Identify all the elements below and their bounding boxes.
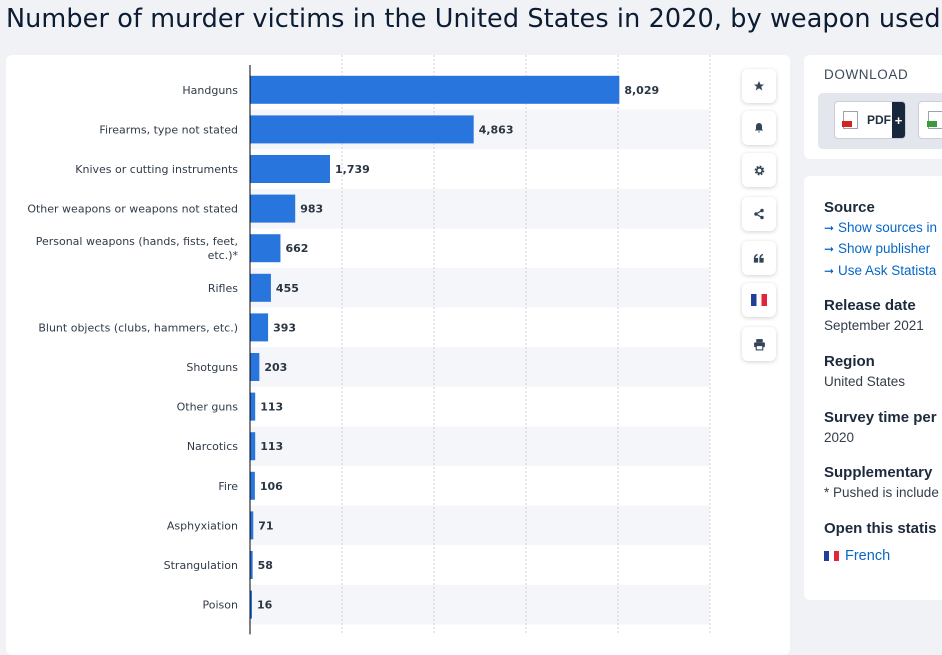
bar <box>250 155 330 183</box>
category-label: Strangulation <box>164 559 238 572</box>
category-label: Other guns <box>177 401 239 414</box>
bar-chart: Handguns 8,029 Firearms, type not stated 4,… <box>27 55 711 635</box>
pdf-download-button[interactable]: PDF + <box>834 101 906 139</box>
bar <box>250 353 260 381</box>
value-label: 16 <box>257 599 273 612</box>
pdf-file-icon <box>842 111 858 129</box>
supplementary-heading: Supplementary <box>824 464 933 481</box>
bar <box>250 551 253 579</box>
download-title: DOWNLOAD <box>824 67 909 82</box>
ask-statista-link[interactable]: ➞ Use Ask Statista <box>824 263 937 278</box>
bar <box>250 511 254 540</box>
row-band <box>250 505 710 546</box>
star-button[interactable] <box>742 69 776 103</box>
arrow-right-icon: ➞ <box>824 221 835 235</box>
value-label: 1,739 <box>335 163 370 176</box>
category-label: Poison <box>203 599 238 612</box>
category-label: Knives or cutting instruments <box>75 163 238 176</box>
pdf-plus-button[interactable]: + <box>892 102 905 138</box>
value-label: 662 <box>285 242 308 255</box>
pdf-label: PDF <box>867 113 891 127</box>
bar <box>250 432 256 461</box>
print-button[interactable] <box>742 327 776 361</box>
quote-icon <box>753 253 764 263</box>
row-band <box>250 188 710 229</box>
bar <box>250 115 474 144</box>
category-label: Personal weapons (hands, fists, feet, etc… <box>36 235 239 262</box>
notification-button[interactable] <box>742 111 776 145</box>
arrow-right-icon: ➞ <box>824 264 835 278</box>
value-label: 4,863 <box>479 123 514 136</box>
bar <box>250 313 269 342</box>
release-date-value: September 2021 <box>824 318 924 333</box>
bar <box>250 75 620 104</box>
print-icon <box>753 338 765 350</box>
bar <box>250 471 255 500</box>
gear-icon <box>754 165 764 175</box>
category-label: Fire <box>218 480 238 493</box>
row-band <box>250 584 710 625</box>
category-label: Handguns <box>182 84 238 97</box>
row-band <box>250 426 710 466</box>
info-card: Source ➞ Show sources in ➞ Show publisher … <box>804 176 942 600</box>
row-band <box>250 347 710 387</box>
show-publisher-link[interactable]: ➞ Show publisher <box>824 241 931 256</box>
category-label: Asphyxiation <box>167 519 238 532</box>
bar <box>250 273 271 302</box>
value-label: 455 <box>276 282 299 295</box>
download-card: DOWNLOAD PDF + <box>804 55 942 159</box>
bell-icon <box>755 123 763 133</box>
settings-button[interactable] <box>742 153 776 187</box>
value-label: 393 <box>273 321 296 334</box>
category-label: Shotguns <box>186 361 238 374</box>
value-label: 8,029 <box>624 84 659 97</box>
survey-period-heading: Survey time per <box>824 409 937 426</box>
value-label: 58 <box>258 559 273 572</box>
category-label: Narcotics <box>187 440 238 453</box>
open-french-link[interactable]: French <box>824 548 890 564</box>
value-label: 983 <box>300 203 323 216</box>
star-icon <box>754 81 764 91</box>
flag-icon <box>824 551 839 561</box>
flag-icon <box>751 294 767 306</box>
region-heading: Region <box>824 353 875 370</box>
chart-card: Handguns 8,029 Firearms, type not stated 4,… <box>6 55 790 655</box>
release-date-heading: Release date <box>824 297 916 314</box>
page-title: Number of murder victims in the United S… <box>6 4 941 34</box>
share-button[interactable] <box>742 197 776 231</box>
value-label: 203 <box>264 361 287 374</box>
value-label: 71 <box>258 519 273 532</box>
source-heading: Source <box>824 199 875 216</box>
share-icon <box>754 208 764 220</box>
xls-download-button[interactable] <box>918 101 942 139</box>
region-value: United States <box>824 374 906 389</box>
language-button[interactable] <box>742 283 776 317</box>
category-label: Firearms, type not stated <box>99 123 238 136</box>
bar <box>250 392 256 421</box>
download-bar: PDF + <box>818 93 942 149</box>
open-statistic-heading: Open this statis <box>824 520 937 537</box>
cite-button[interactable] <box>742 241 776 275</box>
xls-file-icon <box>927 111 942 129</box>
value-label: 113 <box>260 440 283 453</box>
survey-period-value: 2020 <box>824 430 855 445</box>
category-label: Blunt objects (clubs, hammers, etc.) <box>38 321 238 334</box>
row-band <box>250 268 710 308</box>
bar <box>250 194 296 223</box>
bar <box>250 234 281 263</box>
value-label: 106 <box>260 480 283 493</box>
supplementary-value: * Pushed is include <box>824 485 939 500</box>
arrow-right-icon: ➞ <box>824 242 835 256</box>
value-label: 113 <box>260 401 283 414</box>
category-label: Other weapons or weapons not stated <box>27 203 238 216</box>
show-sources-link[interactable]: ➞ Show sources in <box>824 220 938 235</box>
bar <box>250 590 252 619</box>
category-label: Rifles <box>208 282 238 295</box>
